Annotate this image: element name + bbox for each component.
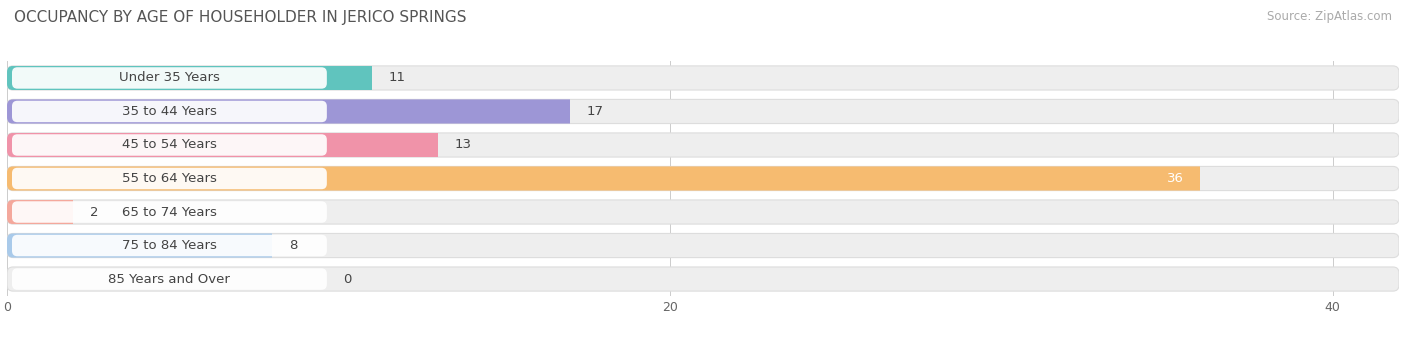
FancyBboxPatch shape xyxy=(7,99,1399,123)
Text: 8: 8 xyxy=(288,239,297,252)
Text: 65 to 74 Years: 65 to 74 Years xyxy=(122,205,217,219)
FancyBboxPatch shape xyxy=(7,167,1399,190)
Text: 75 to 84 Years: 75 to 84 Years xyxy=(122,239,217,252)
FancyBboxPatch shape xyxy=(7,133,1399,157)
Text: 85 Years and Over: 85 Years and Over xyxy=(108,273,231,286)
FancyBboxPatch shape xyxy=(7,167,1399,190)
Text: 45 to 54 Years: 45 to 54 Years xyxy=(122,138,217,152)
FancyBboxPatch shape xyxy=(7,234,1399,258)
FancyBboxPatch shape xyxy=(7,66,1399,90)
Text: 11: 11 xyxy=(388,71,405,84)
Text: 13: 13 xyxy=(454,138,471,152)
FancyBboxPatch shape xyxy=(13,201,326,223)
FancyBboxPatch shape xyxy=(13,235,326,256)
FancyBboxPatch shape xyxy=(7,133,1399,157)
Text: 35 to 44 Years: 35 to 44 Years xyxy=(122,105,217,118)
FancyBboxPatch shape xyxy=(7,66,1399,90)
FancyBboxPatch shape xyxy=(7,99,1399,123)
FancyBboxPatch shape xyxy=(13,67,326,89)
FancyBboxPatch shape xyxy=(7,200,1399,224)
FancyBboxPatch shape xyxy=(7,234,1399,258)
Text: 2: 2 xyxy=(90,205,98,219)
Text: 0: 0 xyxy=(343,273,352,286)
Text: 55 to 64 Years: 55 to 64 Years xyxy=(122,172,217,185)
FancyBboxPatch shape xyxy=(13,101,326,122)
FancyBboxPatch shape xyxy=(13,134,326,156)
FancyBboxPatch shape xyxy=(13,268,326,290)
FancyBboxPatch shape xyxy=(7,267,1399,291)
FancyBboxPatch shape xyxy=(13,168,326,189)
Text: 36: 36 xyxy=(1167,172,1184,185)
FancyBboxPatch shape xyxy=(7,200,1399,224)
Text: Under 35 Years: Under 35 Years xyxy=(120,71,219,84)
Text: 17: 17 xyxy=(588,105,605,118)
Text: Source: ZipAtlas.com: Source: ZipAtlas.com xyxy=(1267,10,1392,23)
Text: OCCUPANCY BY AGE OF HOUSEHOLDER IN JERICO SPRINGS: OCCUPANCY BY AGE OF HOUSEHOLDER IN JERIC… xyxy=(14,10,467,25)
